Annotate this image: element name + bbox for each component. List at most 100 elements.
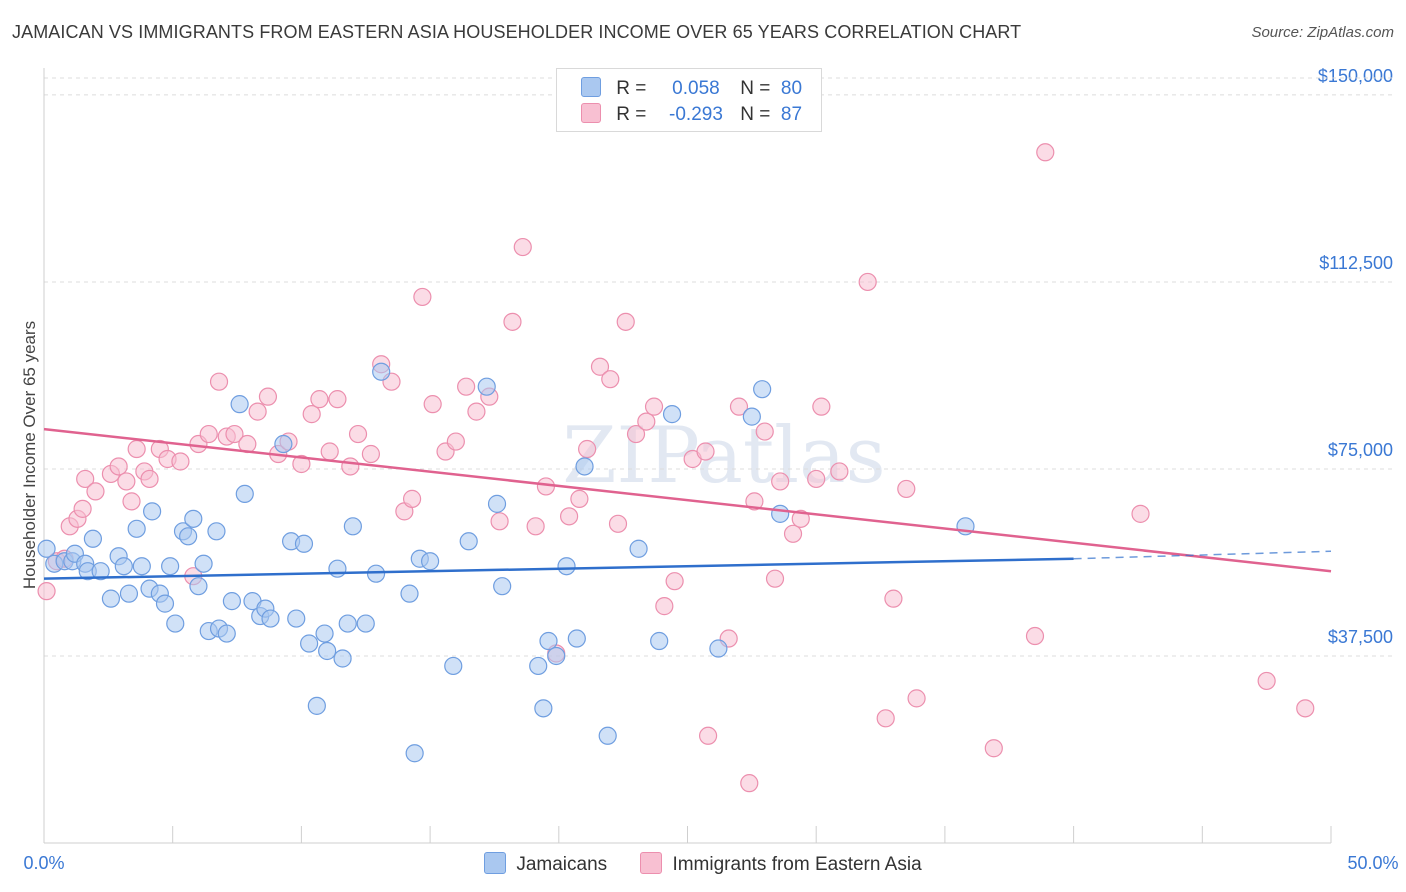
asia-point <box>876 709 895 728</box>
asia-point <box>984 739 1003 758</box>
asia-point <box>423 395 442 414</box>
asia-point <box>258 387 278 406</box>
jamaican-point <box>598 726 617 745</box>
asia-point <box>755 422 774 441</box>
asia-point <box>402 489 422 508</box>
jamaican-point <box>166 614 185 633</box>
asia-point <box>225 424 244 444</box>
asia-point <box>361 444 380 464</box>
jamaican-point <box>307 696 326 715</box>
asia-point <box>109 457 128 476</box>
jamaican-trendline-extension <box>1073 550 1332 560</box>
n-value: 87 <box>780 104 803 125</box>
jamaican-point <box>230 395 249 414</box>
x-tick-label: 50.0% <box>1347 853 1398 873</box>
jamaican-point <box>753 380 772 399</box>
asia-point <box>328 390 347 409</box>
jamaicans-swatch <box>581 77 601 97</box>
jamaican-point <box>742 407 761 426</box>
jamaican-point <box>155 594 175 613</box>
asia-point <box>122 492 141 511</box>
asia-trendline <box>43 427 1332 573</box>
jamaican-point <box>529 656 548 676</box>
jamaican-point <box>534 699 553 718</box>
asia-point <box>897 479 916 499</box>
jamaican-point <box>261 609 280 628</box>
asia-point <box>140 469 159 489</box>
asia-point <box>608 514 628 533</box>
asia-point <box>740 774 759 793</box>
y-tick-label: $37,500 <box>1328 627 1393 647</box>
jamaican-point <box>114 557 133 576</box>
series-legend: Jamaicans Immigrants from Eastern Asia <box>0 852 1406 876</box>
jamaican-point <box>194 554 213 573</box>
jamaican-point <box>444 656 463 676</box>
asia-point <box>745 492 764 511</box>
asia-point <box>884 589 903 608</box>
asia-point <box>765 569 785 588</box>
jamaican-point <box>539 631 558 651</box>
asia-point <box>590 357 610 376</box>
jamaican-point <box>189 577 208 596</box>
asia-point <box>665 572 684 591</box>
x-tick-label: 0.0% <box>23 853 64 873</box>
asia-point <box>696 442 715 461</box>
asia-point <box>341 457 360 476</box>
watermark: ZIPatlas <box>562 411 885 501</box>
asia-point <box>1131 504 1150 523</box>
asia-point <box>626 424 646 444</box>
jamaican-point <box>629 539 648 558</box>
asia-point <box>830 462 849 481</box>
asia-point <box>526 517 545 536</box>
asia-point <box>310 390 329 409</box>
jamaican-point <box>366 564 386 583</box>
asia-point <box>171 452 190 471</box>
asia-point <box>446 432 465 451</box>
source-credit: Source: ZipAtlas.com <box>1251 24 1394 41</box>
jamaican-point <box>333 649 352 668</box>
asia-swatch <box>581 103 601 123</box>
jamaican-point <box>709 639 728 658</box>
jamaican-point <box>557 557 576 576</box>
legend-item-jamaicans[interactable]: Jamaicans <box>484 852 607 876</box>
jamaican-point <box>184 509 203 528</box>
asia-point <box>1257 671 1276 691</box>
asia-point <box>858 272 877 292</box>
jamaican-point <box>405 744 424 763</box>
jamaican-point <box>235 484 254 504</box>
asia-point <box>86 482 105 501</box>
asia-point <box>907 689 926 708</box>
asia-point <box>320 442 339 461</box>
r-value: 0.058 <box>672 78 720 99</box>
jamaican-point <box>37 539 56 558</box>
asia-point <box>644 397 664 416</box>
asia-point <box>791 509 810 528</box>
asia-point <box>570 489 589 508</box>
jamaican-point <box>477 377 496 396</box>
jamaican-point <box>771 504 790 523</box>
asia-point <box>698 726 718 745</box>
asia-point <box>302 405 321 424</box>
jamaican-point <box>493 577 512 596</box>
jamaican-point <box>101 589 121 608</box>
asia-point <box>601 370 620 389</box>
legend-label: Jamaicans <box>516 854 608 875</box>
legend-row-jamaicans: R = 0.058 N = 80 <box>581 77 802 99</box>
asia-point <box>807 469 826 489</box>
asia-swatch <box>640 852 663 874</box>
jamaican-point <box>328 559 347 578</box>
asia-point <box>413 287 432 307</box>
legend-item-asia[interactable]: Immigrants from Eastern Asia <box>640 852 922 876</box>
asia-point <box>248 402 267 421</box>
legend-label: Immigrants from Eastern Asia <box>672 854 922 875</box>
asia-point <box>73 499 92 518</box>
jamaican-point <box>400 584 419 603</box>
jamaican-point <box>287 609 306 628</box>
jamaican-point <box>567 629 586 648</box>
asia-point <box>348 424 368 444</box>
asia-point <box>655 597 674 616</box>
asia-point <box>729 397 749 416</box>
jamaican-point <box>421 552 440 571</box>
jamaican-point <box>300 634 319 653</box>
asia-point <box>1025 626 1045 646</box>
